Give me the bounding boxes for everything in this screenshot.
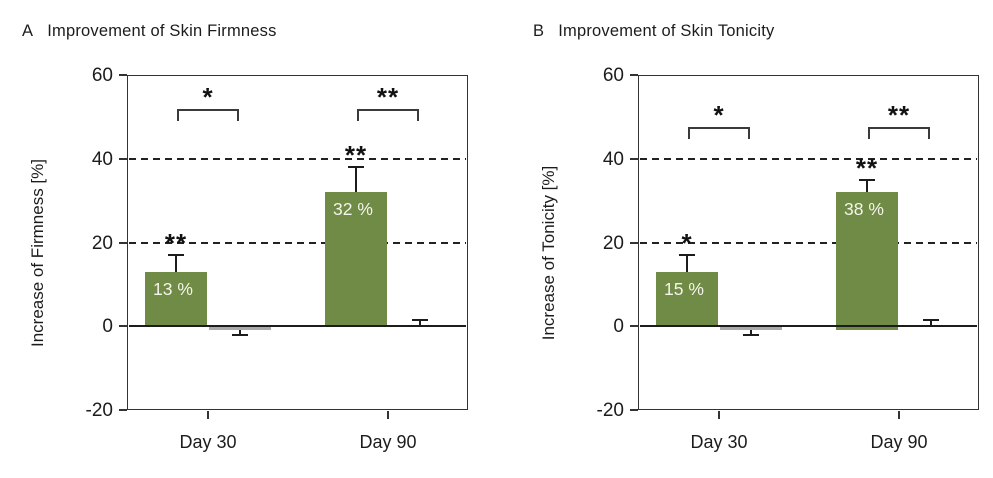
significance-stars-above-bar: ** bbox=[855, 152, 879, 183]
y-tick-label-b: 0 bbox=[613, 316, 624, 338]
panel-a-letter: A bbox=[22, 22, 34, 40]
y-tick-label-a: 60 bbox=[91, 65, 113, 86]
significance-stars-bracket: ** bbox=[887, 100, 911, 130]
comparison-bracket-end bbox=[688, 127, 690, 139]
panel-a-title: A Improvement of Skin Firmness bbox=[22, 22, 277, 41]
y-tick-b bbox=[630, 409, 638, 411]
error-bar-line bbox=[419, 319, 421, 327]
comparison-bracket-end bbox=[177, 109, 179, 121]
significance-stars-above-bar: ** bbox=[344, 140, 368, 171]
y-tick-label-a: 40 bbox=[91, 148, 113, 170]
panel-b-title: B Improvement of Skin Tonicity bbox=[533, 22, 774, 41]
bar-treatment-green-day-90 bbox=[325, 192, 387, 327]
y-axis-label-a: Increase of Firmness [%] bbox=[28, 159, 47, 348]
plot-frame-b bbox=[638, 75, 979, 410]
error-bar-line bbox=[866, 179, 868, 193]
panel-b-title-text: Improvement of Skin Tonicity bbox=[558, 22, 775, 40]
comparison-bracket bbox=[688, 127, 750, 129]
y-tick-label-a: 20 bbox=[91, 232, 113, 254]
x-tick-label-day-30: Day 30 bbox=[690, 432, 748, 452]
bar-control-gray-day-30 bbox=[720, 326, 782, 331]
y-tick-b bbox=[630, 74, 638, 76]
comparison-bracket-end bbox=[237, 109, 239, 121]
y-tick-a bbox=[119, 325, 127, 328]
bar-treatment-green-day-30 bbox=[656, 271, 718, 327]
x-tick-a bbox=[207, 411, 209, 419]
error-bar-line bbox=[750, 330, 752, 335]
zero-baseline-a bbox=[129, 325, 466, 328]
panel-b-letter: B bbox=[533, 22, 545, 40]
error-bar-line bbox=[355, 167, 357, 193]
bar-treatment-green-day-90 bbox=[836, 192, 898, 331]
bar-control-gray-day-30 bbox=[209, 326, 271, 331]
error-bar-cap bbox=[232, 333, 248, 336]
comparison-bracket-end bbox=[417, 109, 419, 121]
x-tick-label-day-90: Day 90 bbox=[870, 432, 928, 452]
y-tick-b bbox=[630, 325, 638, 328]
y-tick-a bbox=[119, 409, 127, 411]
y-tick-label-a: 0 bbox=[102, 316, 113, 338]
y-tick-a bbox=[119, 241, 127, 244]
y-tick-a bbox=[119, 157, 127, 160]
comparison-bracket-end bbox=[928, 127, 930, 139]
y-axis-label-b: Increase of Tonicity [%] bbox=[539, 165, 558, 341]
plot-frame-a bbox=[127, 75, 468, 410]
bar-value-label: 15 % bbox=[664, 278, 704, 299]
error-bar-cap bbox=[859, 178, 875, 181]
x-tick-b bbox=[718, 411, 720, 419]
comparison-bracket-end bbox=[868, 127, 870, 139]
y-tick-label-b: 60 bbox=[602, 65, 624, 86]
significance-stars-bracket: * bbox=[713, 100, 725, 130]
significance-stars-bracket: * bbox=[202, 82, 214, 112]
significance-stars-above-bar: * bbox=[681, 228, 693, 259]
x-tick-a bbox=[387, 411, 389, 419]
x-tick-b bbox=[898, 411, 900, 419]
error-bar-cap bbox=[412, 318, 428, 321]
significance-stars-bracket: ** bbox=[376, 82, 400, 112]
significance-stars-above-bar: ** bbox=[164, 228, 188, 259]
bar-treatment-green-day-30 bbox=[145, 271, 207, 327]
error-bar-line bbox=[930, 319, 932, 327]
dashed-gridline-40 bbox=[640, 157, 977, 160]
comparison-bracket bbox=[357, 109, 419, 111]
error-bar-cap bbox=[348, 166, 364, 169]
error-bar-cap bbox=[679, 254, 695, 257]
error-bar-cap bbox=[168, 254, 184, 257]
dashed-gridline-20 bbox=[129, 241, 466, 244]
dashed-gridline-40 bbox=[129, 157, 466, 160]
zero-baseline-b bbox=[640, 325, 977, 328]
dashed-gridline-20 bbox=[640, 241, 977, 244]
x-tick-label-day-30: Day 30 bbox=[179, 432, 237, 452]
error-bar-line bbox=[686, 255, 688, 272]
error-bar-line bbox=[239, 330, 241, 335]
error-bar-cap bbox=[923, 318, 939, 321]
y-tick-label-b: 40 bbox=[602, 148, 624, 170]
bar-value-label: 38 % bbox=[844, 199, 884, 220]
y-tick-label-a: -20 bbox=[85, 400, 113, 421]
bar-value-label: 13 % bbox=[153, 278, 193, 299]
bar-value-label: 32 % bbox=[333, 199, 373, 220]
y-tick-label-b: -20 bbox=[596, 400, 624, 421]
y-tick-label-b: 20 bbox=[602, 232, 624, 254]
y-tick-b bbox=[630, 157, 638, 160]
comparison-bracket bbox=[177, 109, 239, 111]
error-bar-cap bbox=[743, 333, 759, 336]
comparison-bracket-end bbox=[748, 127, 750, 139]
comparison-bracket-end bbox=[357, 109, 359, 121]
x-tick-label-day-90: Day 90 bbox=[359, 432, 417, 452]
y-tick-b bbox=[630, 241, 638, 244]
y-tick-a bbox=[119, 74, 127, 76]
error-bar-line bbox=[175, 255, 177, 272]
comparison-bracket bbox=[868, 127, 930, 129]
panel-a-title-text: Improvement of Skin Firmness bbox=[47, 22, 277, 40]
